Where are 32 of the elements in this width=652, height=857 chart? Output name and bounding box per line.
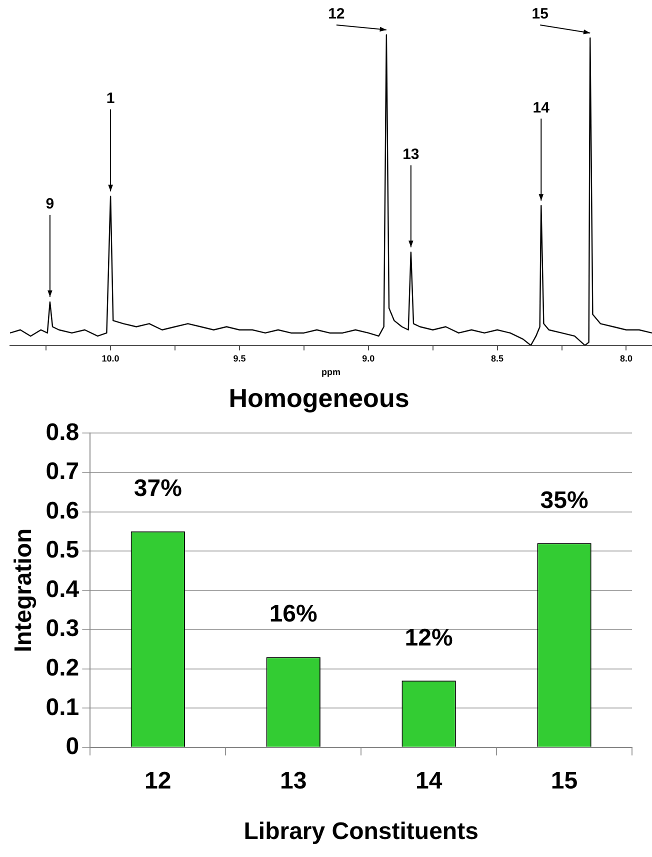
annotation: 16% bbox=[269, 600, 318, 628]
annotation: 14 bbox=[532, 99, 550, 116]
x-tick-label: 13 bbox=[280, 767, 307, 794]
y-tick-label: 0.6 bbox=[46, 497, 80, 524]
y-tick-label: 0.4 bbox=[46, 576, 80, 603]
x-tick-label: 10.0 bbox=[102, 353, 120, 364]
y-tick-label: 0 bbox=[66, 733, 80, 760]
annotation: 13 bbox=[402, 146, 420, 163]
x-tick-label: 12 bbox=[144, 767, 172, 794]
y-tick-label: 0.1 bbox=[46, 694, 80, 721]
annotation: 9 bbox=[46, 196, 54, 213]
y-tick-label: 0.7 bbox=[46, 458, 80, 486]
y-axis-title: Integration bbox=[10, 528, 38, 652]
y-tick-label: 0.8 bbox=[46, 418, 80, 446]
x-tick-label: 15 bbox=[550, 767, 578, 794]
x-tick-label: 9.5 bbox=[233, 353, 246, 364]
x-axis-title: Library Constituents bbox=[244, 818, 478, 846]
x-axis-title: ppm bbox=[322, 367, 340, 378]
annotation: 12% bbox=[404, 624, 453, 652]
annotation: 37% bbox=[134, 475, 182, 502]
x-tick-label: 9.0 bbox=[362, 353, 375, 364]
y-tick-label: 0.2 bbox=[46, 654, 80, 682]
y-tick-label: 0.5 bbox=[46, 536, 80, 564]
x-tick-label: 14 bbox=[415, 767, 443, 794]
annotation: 15 bbox=[532, 6, 548, 23]
chart-title: Homogeneous bbox=[228, 382, 410, 413]
x-tick-label: 8.5 bbox=[491, 353, 504, 364]
x-tick-label: 8.0 bbox=[620, 353, 632, 364]
annotation: 1 bbox=[106, 90, 115, 107]
y-tick-label: 0.3 bbox=[46, 615, 80, 642]
annotation: 12 bbox=[328, 6, 345, 23]
annotation: 35% bbox=[540, 486, 588, 514]
